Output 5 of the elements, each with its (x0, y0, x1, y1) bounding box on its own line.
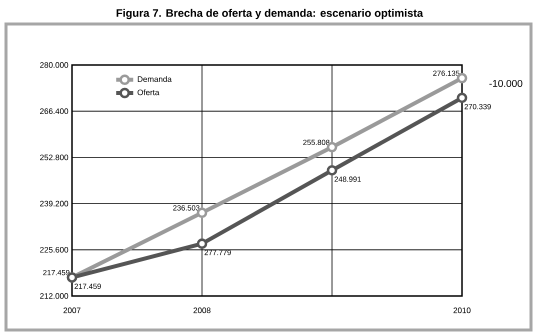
point (326, 165, 338, 176)
text: -10.000 (489, 80, 522, 88)
chart-title: Figura 7. Brecha de oferta y demanda: escenario optimista (116, 8, 424, 20)
point (196, 238, 208, 249)
point (456, 92, 468, 104)
